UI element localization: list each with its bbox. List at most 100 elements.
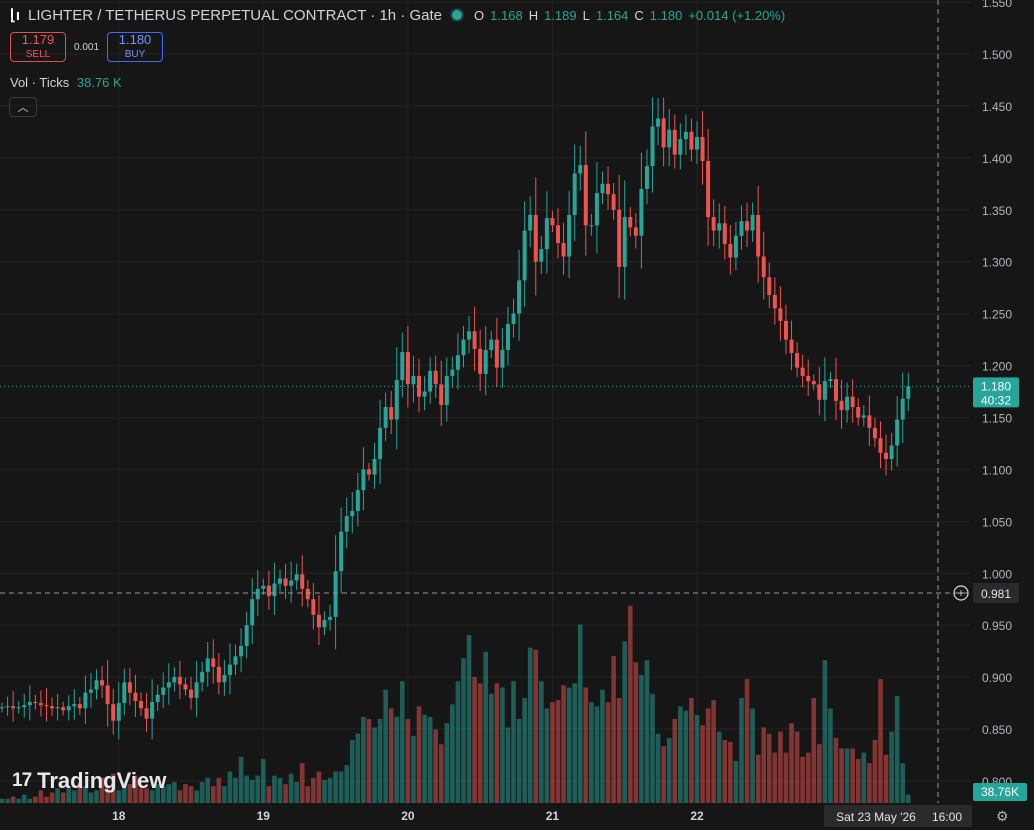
volume-bar [172,782,177,803]
volume-bar [716,731,722,803]
candle-body [116,703,121,721]
volume-bar [188,786,194,803]
candle-body [572,173,577,215]
volume-bar [639,674,644,803]
ohlc-values: O 1.168 H 1.189 L 1.164 C 1.180 +0.014 (+1.2… [474,7,786,23]
volume-bar [589,702,594,803]
volume-bar [822,660,828,803]
volume-bar [149,790,155,803]
volume-bar [266,786,272,803]
volume-bar [611,656,616,803]
sell-button[interactable]: 1.179 SELL [10,32,66,62]
candle-body [83,692,88,709]
candle-body [728,244,733,258]
volume-bar [44,796,49,803]
price-tick-label: 1.200 [982,360,1012,374]
buy-button[interactable]: 1.180 BUY [107,32,164,62]
collapse-legend-button[interactable]: ︿ [9,97,37,117]
price-tick-label: 0.900 [982,671,1012,685]
volume-bar [160,786,166,803]
candle-body [283,578,288,586]
volume-bar [561,685,566,803]
volume-bar [444,723,450,803]
candle-body [839,400,844,411]
volume-bar [883,754,889,803]
volume-bar [155,784,160,803]
volume-bar [327,777,333,803]
volume-legend-label: Vol · Ticks [10,75,70,90]
candle-body [366,469,371,475]
price-tick-label: 1.500 [982,48,1012,62]
volume-bar [316,771,322,803]
volume-bar [349,740,355,803]
candle-body [750,214,755,231]
volume-bar [355,733,361,803]
volume-bar [322,779,327,803]
time-axis[interactable]: 18 19 20 21 22 [112,809,704,823]
volume-bar [333,771,338,803]
volume-legend[interactable]: Vol · Ticks 38.76 K [10,75,122,90]
candle-body [817,384,822,400]
candle-body [606,183,611,195]
price-tick-label: 1.150 [982,411,1012,425]
volume-bar [700,725,705,803]
volume-bar [644,660,650,803]
volume-bar [27,798,33,803]
candle-body [745,221,750,231]
candle-body [233,656,238,665]
market-status-icon[interactable] [452,10,463,20]
gear-icon[interactable]: ⚙ [996,808,1009,824]
candle-body [706,160,711,218]
candle-body [261,585,266,589]
candle-body [578,165,583,174]
candle-body [94,680,99,690]
volume-bar [889,731,894,803]
volume-bar [794,731,800,803]
candle-body [33,702,38,704]
volume-bar [0,798,5,803]
candle-body [155,694,160,703]
volume-bar [55,788,60,803]
candle-body [622,217,627,267]
volume-bar [21,794,27,803]
candle-body [756,214,761,257]
candle-body [266,585,271,597]
volume-bar [800,756,805,803]
volume-bar [400,681,405,803]
volume-bar [900,763,906,803]
price-tick-label: 1.250 [982,308,1012,322]
candle-body [394,380,399,420]
candle-body [66,706,71,711]
volume-bar [105,786,110,803]
volume-bar [705,708,711,803]
candle-body [316,614,321,628]
price-tick-label: 1.550 [982,0,1012,10]
candle-body [861,415,866,418]
candle-body [205,658,210,672]
candle-body [539,249,544,262]
symbol-title[interactable]: LIGHTER / TETHERUS PERPETUAL CONTRACT · … [28,6,443,24]
candle-body [16,707,21,709]
candle-body [272,583,277,597]
candle-body [850,396,855,408]
candle-body [895,419,900,446]
volume-bar [666,737,672,803]
volume-bar [227,771,233,803]
candle-body [211,658,216,667]
volume-bar [577,624,583,803]
candle-body [511,313,516,325]
volume-bar [616,698,622,803]
candle-body [867,415,872,428]
tradingview-logo[interactable]: 17 TradingView [12,768,166,794]
trade-panel: 1.179 SELL 0.001 1.180 BUY [10,32,164,62]
volume-bar [766,733,772,803]
volume-bar [38,790,44,803]
candle-body [722,223,727,245]
candle-body [667,129,672,148]
volume-bar [377,719,383,803]
volume-bar [366,719,372,803]
crosshair-time-badge [824,805,972,827]
candle-body [528,214,533,231]
volume-bar [199,782,205,803]
